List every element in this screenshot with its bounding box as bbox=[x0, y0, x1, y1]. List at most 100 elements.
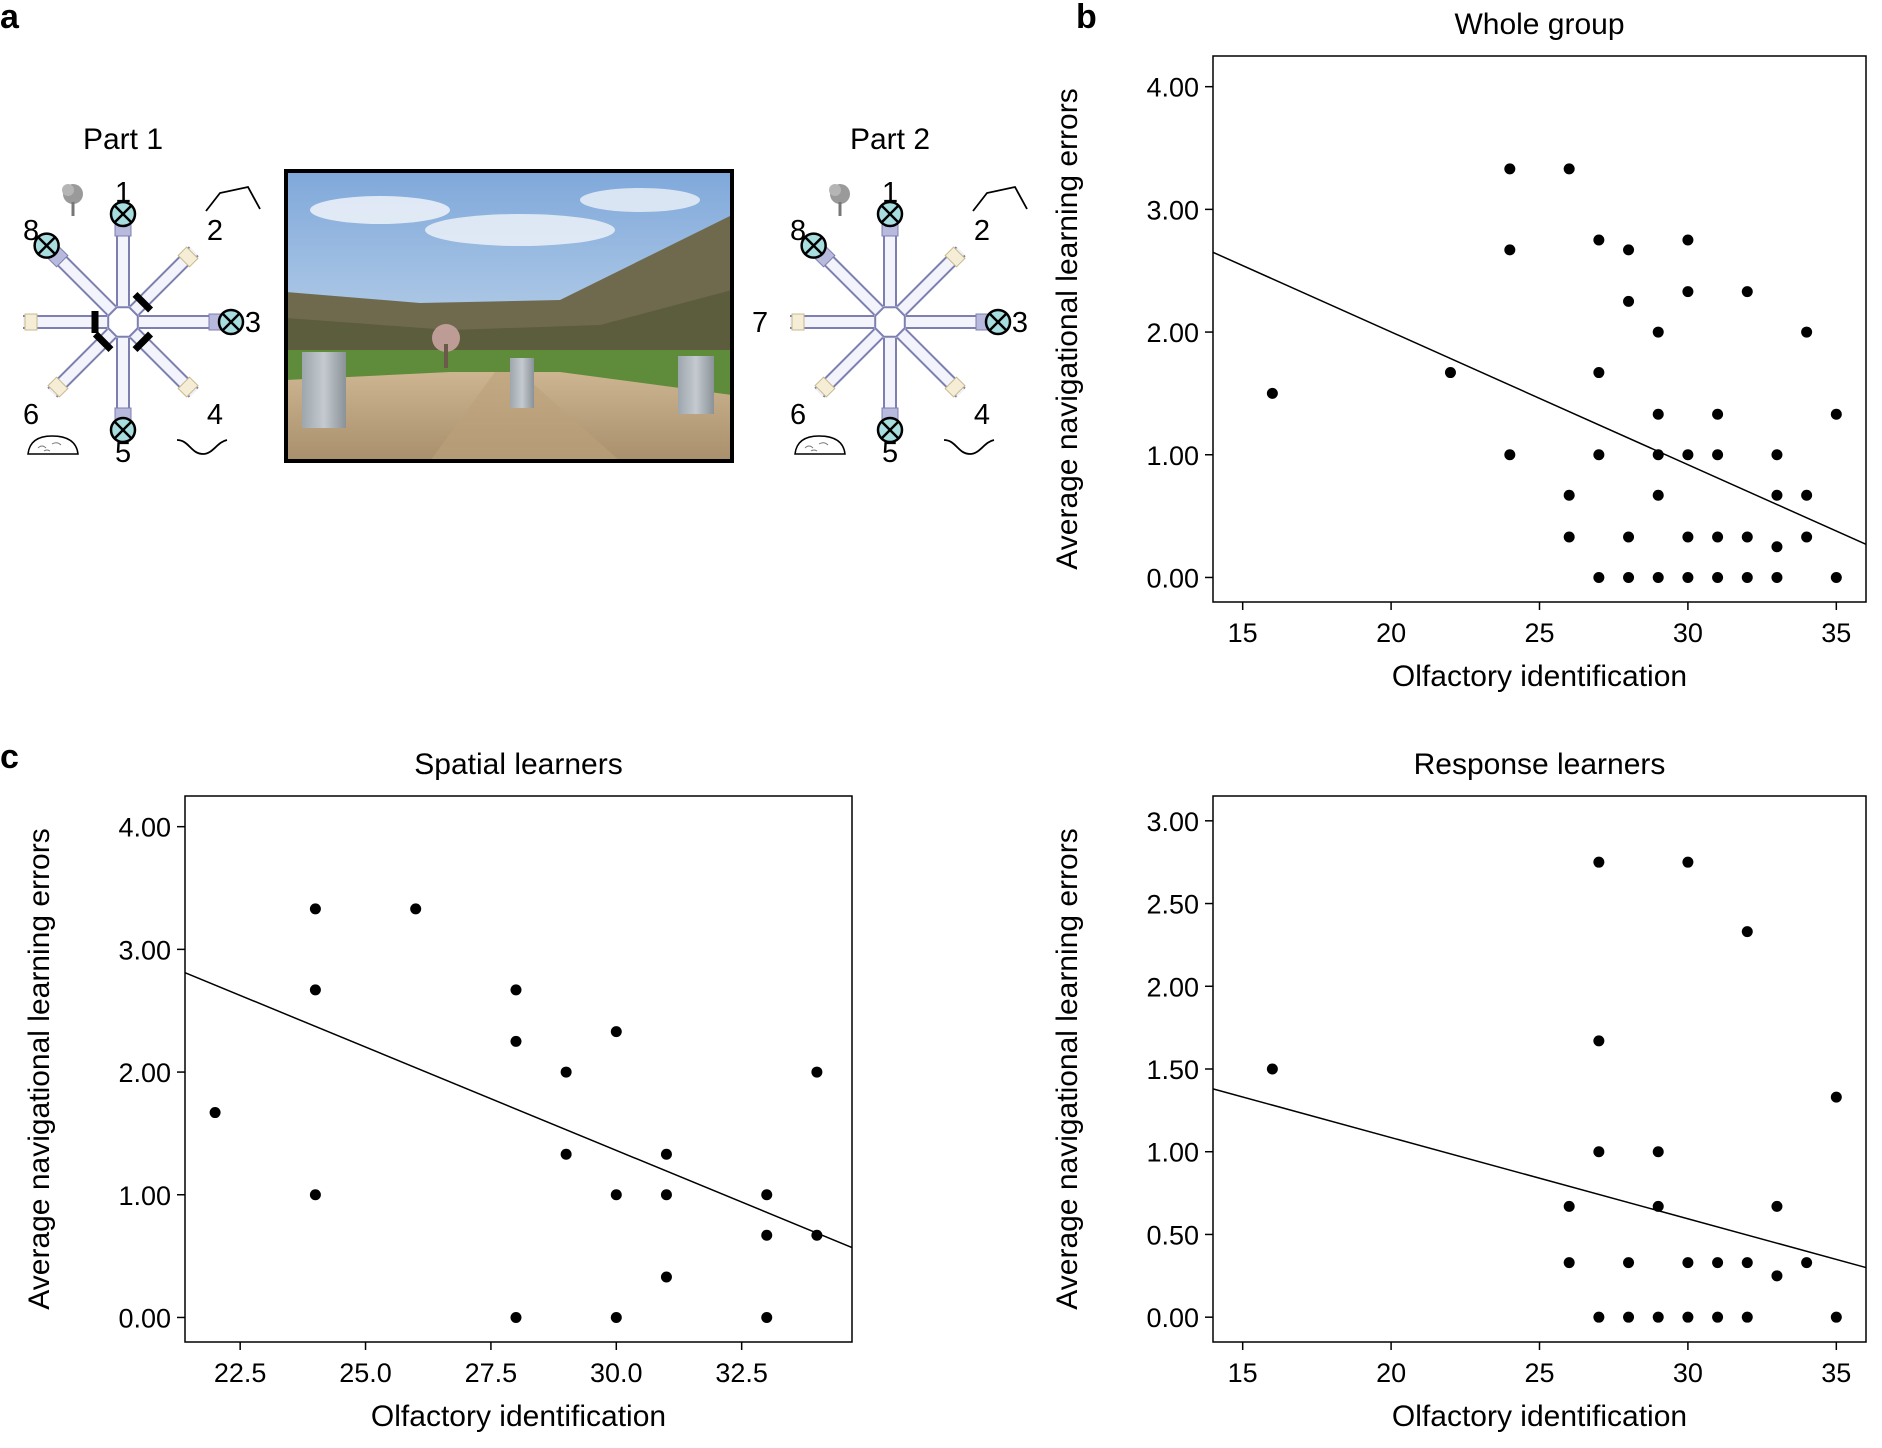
data-point bbox=[1741, 531, 1753, 543]
chart-title: Whole group bbox=[1454, 8, 1624, 41]
data-point bbox=[1771, 449, 1783, 461]
data-point bbox=[610, 1311, 622, 1323]
data-point bbox=[1623, 531, 1635, 543]
data-point bbox=[1563, 489, 1575, 501]
y-tick-label: 3.00 bbox=[118, 935, 171, 965]
x-axis-label: Olfactory identification bbox=[1392, 660, 1687, 693]
y-tick-label: 3.00 bbox=[1146, 195, 1199, 225]
data-point bbox=[1623, 295, 1635, 307]
reward-marker-icon bbox=[109, 416, 137, 444]
maze-arm-4: 4 bbox=[129, 328, 223, 431]
y-tick-label: 1.00 bbox=[1146, 441, 1199, 471]
data-point bbox=[1682, 856, 1694, 868]
data-point bbox=[1504, 449, 1516, 461]
data-point bbox=[1712, 449, 1724, 461]
data-point bbox=[660, 1271, 672, 1283]
door-block-icon bbox=[132, 291, 154, 313]
data-point bbox=[1652, 1146, 1664, 1158]
data-point bbox=[1593, 449, 1605, 461]
chart-response-learners: Response learners 15 20 25 30 35 0.00 0.50 1.00 1… bbox=[1051, 748, 1867, 1433]
x-tick-label: 20 bbox=[1376, 618, 1406, 648]
chart-whole-group: Whole group 15 20 25 30 35 0.00 1.00 2.00 3.00 4.0… bbox=[1051, 8, 1867, 693]
x-tick-label: 32.5 bbox=[715, 1358, 768, 1388]
arm-number-1: 1 bbox=[882, 177, 898, 209]
stone-icon bbox=[27, 435, 79, 455]
data-point bbox=[1623, 1311, 1635, 1323]
maze-arm-5: 5 bbox=[876, 338, 904, 469]
data-point bbox=[1652, 1200, 1664, 1212]
data-point bbox=[610, 1026, 622, 1038]
data-point bbox=[560, 1148, 572, 1160]
data-point bbox=[1563, 1257, 1575, 1269]
data-point bbox=[1444, 367, 1456, 379]
arm-number-7: 7 bbox=[0, 307, 1, 339]
maze-arm-2: 2 bbox=[129, 215, 223, 316]
data-point bbox=[1712, 531, 1724, 543]
data-point bbox=[1771, 1200, 1783, 1212]
chart-spatial-learners: Spatial learners 22.5 25.0 27.5 30.0 32.5 0.00… bbox=[23, 748, 853, 1433]
data-point bbox=[1652, 408, 1664, 420]
maze-center bbox=[874, 306, 906, 338]
arm-number-4: 4 bbox=[974, 399, 990, 431]
data-point bbox=[1563, 1200, 1575, 1212]
x-tick-label: 30.0 bbox=[590, 1358, 643, 1388]
x-tick-label: 20 bbox=[1376, 1358, 1406, 1388]
data-point bbox=[1593, 1146, 1605, 1158]
y-tick-label: 0.00 bbox=[1146, 563, 1199, 593]
data-point bbox=[1771, 571, 1783, 583]
data-point bbox=[1504, 244, 1516, 256]
data-point bbox=[1830, 408, 1842, 420]
door-block-icon bbox=[92, 331, 114, 353]
maze-arm-8: 8 bbox=[790, 215, 884, 316]
hill-icon bbox=[205, 185, 261, 212]
plot-frame bbox=[1212, 795, 1867, 1343]
hill-icon bbox=[972, 185, 1028, 212]
reward-marker-icon bbox=[800, 232, 827, 259]
maze-arm-6: 6 bbox=[790, 328, 884, 431]
x-tick-label: 25 bbox=[1524, 618, 1554, 648]
data-point bbox=[1771, 1270, 1783, 1282]
maze-arm-5: 5 bbox=[109, 338, 137, 469]
x-tick-label: 35 bbox=[1821, 618, 1851, 648]
data-point bbox=[1712, 571, 1724, 583]
reward-marker-icon bbox=[109, 200, 137, 228]
data-point bbox=[660, 1148, 672, 1160]
x-tick-label: 35 bbox=[1821, 1358, 1851, 1388]
arm-number-8: 8 bbox=[790, 215, 806, 247]
x-tick-label: 25.0 bbox=[339, 1358, 392, 1388]
data-point bbox=[1741, 286, 1753, 298]
reward-marker-icon bbox=[984, 308, 1012, 336]
arm-number-6: 6 bbox=[23, 399, 39, 431]
data-point bbox=[1682, 571, 1694, 583]
maze-arm-2: 2 bbox=[896, 215, 990, 316]
data-point bbox=[309, 1189, 321, 1201]
maze-arm-1: 1 bbox=[876, 177, 904, 306]
arm-number-1: 1 bbox=[115, 177, 131, 209]
x-tick-label: 15 bbox=[1228, 1358, 1258, 1388]
data-point bbox=[1652, 571, 1664, 583]
data-point bbox=[1682, 1311, 1694, 1323]
data-point bbox=[1623, 1257, 1635, 1269]
y-axis-label: Average navigational learning errors bbox=[1051, 88, 1084, 569]
panel-letter-a: a bbox=[0, 0, 20, 36]
wave-icon bbox=[176, 439, 228, 455]
reward-marker-icon bbox=[876, 200, 904, 228]
data-point bbox=[1682, 286, 1694, 298]
x-tick-label: 25 bbox=[1524, 1358, 1554, 1388]
data-point bbox=[1682, 531, 1694, 543]
panel-a: Part 1 Part 2 1 2 3 4 5 6 7 8 1 2 3 4 5 6 7 8 bbox=[0, 123, 1028, 469]
data-point bbox=[1266, 387, 1278, 399]
arm-number-4: 4 bbox=[207, 399, 223, 431]
chart-title: Response learners bbox=[1414, 748, 1666, 781]
radial-maze-part2: 1 2 3 4 5 6 7 8 bbox=[752, 177, 1028, 469]
wave-icon bbox=[943, 439, 995, 455]
arm-number-3: 3 bbox=[245, 307, 261, 339]
panel-letter-b: b bbox=[1076, 0, 1097, 36]
data-point bbox=[1266, 1063, 1278, 1075]
data-point bbox=[1682, 234, 1694, 246]
radial-maze-part1: 1 2 3 4 5 6 7 8 bbox=[0, 177, 261, 469]
maze-arm-3: 3 bbox=[139, 307, 261, 339]
data-point bbox=[1652, 1311, 1664, 1323]
data-point bbox=[1563, 531, 1575, 543]
arm-number-2: 2 bbox=[974, 215, 990, 247]
